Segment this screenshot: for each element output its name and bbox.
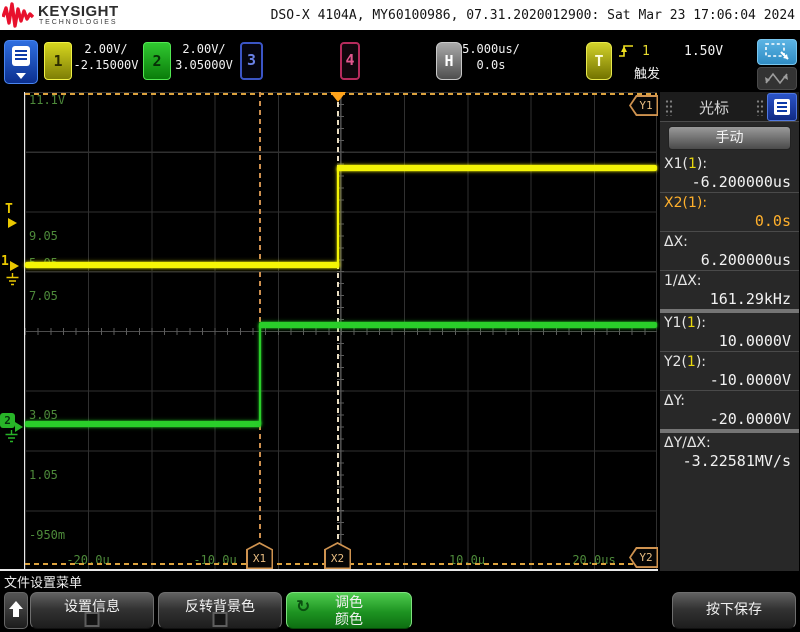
trigger-level: 1.50V bbox=[684, 44, 724, 59]
back-button[interactable] bbox=[4, 592, 28, 629]
cursor-readout-delta-x: ΔX: 6.200000us bbox=[660, 232, 799, 271]
trigger-arrow-icon bbox=[8, 218, 17, 228]
ch1-trace-edge bbox=[337, 168, 339, 268]
cursor-readout-inv-delta-x: 1/ΔX: 161.29kHz bbox=[660, 271, 799, 313]
trigger-mode-label: 触发 bbox=[634, 67, 661, 82]
channel2-button[interactable]: 2 bbox=[143, 42, 171, 80]
bottom-menu-bar: 文件设置菜单 设置信息 反转背景色 ↻ 调色 颜色 按下保存 bbox=[0, 571, 800, 632]
channel2-offset: 3.05000V bbox=[175, 58, 233, 72]
scale-label: 3.05 bbox=[29, 408, 58, 422]
trigger-source: 1 bbox=[642, 44, 650, 59]
menu-title: 文件设置菜单 bbox=[4, 576, 83, 591]
cursor-readout-delta-y: ΔY: -20.0000V bbox=[660, 391, 799, 433]
press-to-save-button[interactable]: 按下保存 bbox=[672, 592, 796, 629]
scale-label: 1.05 bbox=[29, 468, 58, 482]
x1-cursor-flag[interactable]: X1 bbox=[246, 542, 273, 569]
keysight-wave-icon bbox=[2, 2, 34, 28]
cursor-readout-y1[interactable]: Y1(1): 10.0000V bbox=[660, 313, 799, 352]
selection-rect-icon bbox=[765, 43, 789, 60]
up-arrow-stem bbox=[13, 608, 19, 617]
invert-background-button[interactable]: 反转背景色 bbox=[158, 592, 282, 629]
cursor-readout-slope: ΔY/ΔX: -3.22581MV/s bbox=[664, 435, 791, 470]
settings-info-button[interactable]: 设置信息 bbox=[30, 592, 154, 629]
channel1-readout: 2.00V/ -2.15000V bbox=[73, 41, 139, 73]
settings-info-checkbox[interactable] bbox=[84, 612, 100, 627]
chevron-down-icon bbox=[16, 73, 26, 79]
up-arrow-icon bbox=[9, 601, 23, 609]
horizontal-button[interactable]: H bbox=[436, 42, 462, 80]
scale-label: 9.05 bbox=[29, 229, 58, 243]
cursor-readout-x1[interactable]: X1(1): -6.200000us bbox=[660, 154, 799, 193]
ch1-trace-high bbox=[337, 165, 657, 171]
trigger-position-marker[interactable] bbox=[330, 92, 346, 102]
plot-grid: 11.1V 9.05 7.05 5.05 3.05 1.05 -950m -2.… bbox=[24, 92, 658, 602]
channel4-button[interactable]: 4 bbox=[340, 42, 360, 80]
ground-icon bbox=[6, 273, 19, 286]
panel-title: 光标 bbox=[698, 99, 729, 117]
cursor-readouts: X1(1): -6.200000us X2(1): 0.0s ΔX: 6.200… bbox=[660, 154, 799, 472]
ch2-arrow-icon bbox=[15, 422, 23, 432]
channel1-offset: -2.15000V bbox=[73, 58, 139, 72]
horizontal-scale: 5.000us/ bbox=[462, 42, 520, 56]
trigger-button[interactable]: T bbox=[586, 42, 612, 80]
plot-bottom-border bbox=[0, 569, 658, 571]
waveform-display: 11.1V 9.05 7.05 5.05 3.05 1.05 -950m -2.… bbox=[0, 92, 658, 602]
ch2-trace-edge bbox=[259, 325, 261, 425]
cursors-panel: 光标 手动 X1(1): -6.200000us X2(1): 0.0s ΔX:… bbox=[660, 92, 799, 571]
scale-label: 11.1V bbox=[29, 93, 66, 107]
color-scheme-button[interactable]: ↻ 调色 颜色 bbox=[286, 592, 412, 629]
cursor-readout-y2[interactable]: Y2(1): -10.0000V bbox=[660, 352, 799, 391]
recycle-icon: ↻ bbox=[296, 597, 311, 617]
brand-text: KEYSIGHT bbox=[38, 3, 119, 20]
horizontal-axis-ticks bbox=[25, 328, 657, 335]
ch2-ground-marker[interactable]: 2 bbox=[0, 413, 15, 428]
top-header: KEYSIGHT TECHNOLOGIES DSO-X 4104A, MY601… bbox=[0, 0, 800, 30]
invert-background-checkbox[interactable] bbox=[212, 612, 228, 627]
horizontal-readout: 5.000us/ 0.0s bbox=[458, 41, 524, 73]
navigate-button[interactable] bbox=[757, 67, 797, 90]
y2-cursor-flag[interactable]: Y2 bbox=[629, 547, 658, 568]
panel-menu-button[interactable] bbox=[767, 93, 797, 121]
ch1-arrow-icon bbox=[10, 261, 19, 271]
menu-list-icon bbox=[774, 99, 790, 115]
x1-cursor-line[interactable] bbox=[259, 92, 261, 542]
ch1-ground-marker[interactable]: 1 bbox=[1, 254, 9, 269]
zoom-select-button[interactable] bbox=[757, 39, 797, 65]
manual-mode-button[interactable]: 手动 bbox=[668, 126, 791, 150]
ground-icon bbox=[5, 430, 18, 443]
x2-cursor-flag[interactable]: X2 bbox=[324, 542, 351, 569]
trigger-level-marker[interactable]: T bbox=[5, 202, 13, 217]
channel2-readout: 2.00V/ 3.05000V bbox=[173, 41, 235, 73]
brand-subtext: TECHNOLOGIES bbox=[39, 19, 118, 26]
rising-edge-icon bbox=[619, 45, 633, 57]
channel1-button[interactable]: 1 bbox=[44, 42, 72, 80]
ch2-trace-low bbox=[25, 421, 261, 427]
y1-cursor-flag[interactable]: Y1 bbox=[629, 95, 658, 116]
navigate-zigzag-icon bbox=[765, 72, 788, 85]
scale-label: -950m bbox=[29, 528, 66, 542]
drag-handle[interactable] bbox=[756, 99, 764, 116]
menu-list-icon bbox=[12, 46, 30, 66]
scale-label: 7.05 bbox=[29, 289, 58, 303]
ch1-trace-low bbox=[25, 262, 339, 268]
channel3-button[interactable]: 3 bbox=[240, 42, 263, 80]
drag-handle[interactable] bbox=[665, 99, 673, 116]
panel-header: 光标 bbox=[660, 92, 799, 122]
channel1-scale: 2.00V/ bbox=[84, 42, 128, 56]
instrument-title: DSO-X 4104A, MY60100986, 07.31.202001290… bbox=[270, 8, 795, 23]
ch2-trace-high bbox=[259, 322, 657, 328]
channel2-scale: 2.00V/ bbox=[182, 42, 226, 56]
main-menu-button[interactable] bbox=[4, 40, 38, 84]
channel-status-bar: 1 2.00V/ -2.15000V 2 2.00V/ 3.05000V 3 4… bbox=[0, 30, 800, 92]
horizontal-delay: 0.0s bbox=[476, 58, 506, 72]
cursor-readout-x2[interactable]: X2(1): 0.0s bbox=[660, 193, 799, 232]
